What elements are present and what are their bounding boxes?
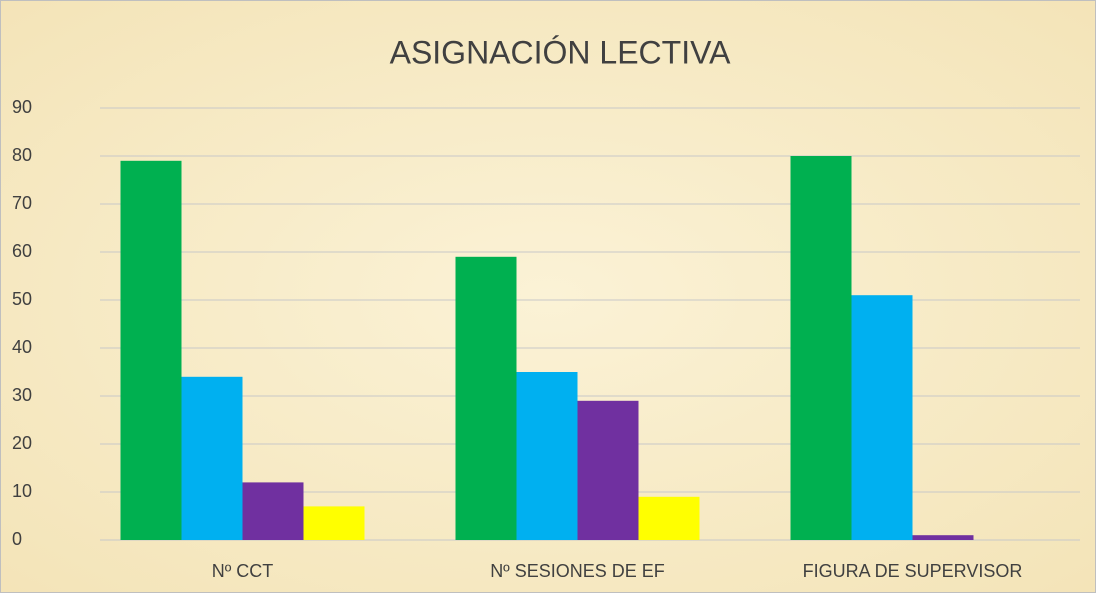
- bar: [455, 256, 517, 540]
- bar: [851, 295, 913, 540]
- y-tick-label: 70: [12, 193, 32, 213]
- x-tick-label: FIGURA DE SUPERVISOR: [803, 561, 1023, 581]
- bar: [577, 400, 639, 540]
- bar: [120, 160, 182, 541]
- bar: [516, 372, 578, 540]
- y-tick-label: 90: [12, 97, 32, 117]
- bar: [303, 506, 365, 540]
- bar: [790, 156, 852, 540]
- y-tick-label: 20: [12, 433, 32, 453]
- y-tick-label: 60: [12, 241, 32, 261]
- y-tick-label: 80: [12, 145, 32, 165]
- y-tick-label: 50: [12, 289, 32, 309]
- y-tick-label: 10: [12, 481, 32, 501]
- x-tick-label: Nº CCT: [212, 561, 274, 581]
- x-tick-label: Nº SESIONES DE EF: [490, 561, 665, 581]
- bar: [638, 496, 700, 540]
- y-tick-label: 40: [12, 337, 32, 357]
- bar: [181, 376, 243, 540]
- y-tick-label: 30: [12, 385, 32, 405]
- bar: [242, 482, 304, 540]
- chart-title: ASIGNACIÓN LECTIVA: [390, 34, 731, 70]
- bar: [912, 535, 974, 540]
- y-tick-label: 0: [12, 529, 22, 549]
